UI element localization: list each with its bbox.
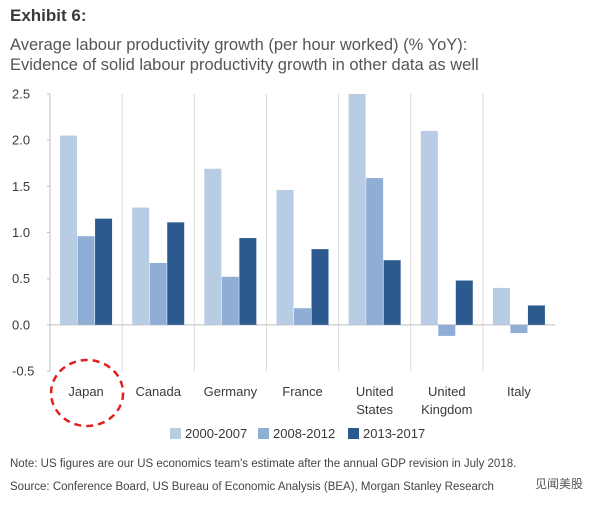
japan-highlight-circle xyxy=(49,358,125,428)
bar xyxy=(276,190,294,325)
bar xyxy=(527,305,545,325)
x-tick-label: United Kingdom xyxy=(421,384,472,417)
bar xyxy=(221,276,239,325)
y-tick-label: 2.0 xyxy=(12,133,30,148)
legend-swatch xyxy=(258,428,269,439)
legend-label: 2008-2012 xyxy=(273,426,335,441)
bar xyxy=(366,178,384,325)
bar xyxy=(239,238,257,325)
legend-swatch xyxy=(170,428,181,439)
y-tick-label: 1.5 xyxy=(12,179,30,194)
bar xyxy=(455,280,473,325)
x-tick-label: Germany xyxy=(204,384,258,399)
x-tick-label: Japan xyxy=(68,384,103,399)
bar xyxy=(294,308,311,325)
subtitle-line-2: Evidence of solid labour productivity gr… xyxy=(10,56,479,74)
x-tick-label: France xyxy=(282,384,322,399)
chart-note: Note: US figures are our US economics te… xyxy=(10,458,517,470)
bar xyxy=(492,287,510,325)
x-tick-label: Italy xyxy=(507,384,531,399)
bar xyxy=(420,130,438,325)
bar xyxy=(348,94,366,325)
bar xyxy=(149,262,167,325)
chart-source: Source: Conference Board, US Bureau of E… xyxy=(10,481,494,493)
legend-swatch xyxy=(348,428,359,439)
y-tick-label: 0.5 xyxy=(12,271,30,286)
y-tick-label: 2.5 xyxy=(12,87,30,102)
watermark: 见闻美股 xyxy=(534,477,583,491)
legend-label: 2000-2007 xyxy=(185,426,247,441)
bar xyxy=(77,236,95,325)
subtitle-line-1: Average labour productivity growth (per … xyxy=(10,36,468,54)
bar xyxy=(132,207,150,325)
y-tick-label: 0.0 xyxy=(12,317,30,332)
bar xyxy=(383,260,401,325)
bar xyxy=(510,324,528,334)
x-tick-label: Canada xyxy=(135,384,181,399)
y-tick-label: 1.0 xyxy=(12,225,30,240)
bar xyxy=(311,249,329,325)
x-tick-label: United States xyxy=(356,384,394,417)
exhibit-label: Exhibit 6: xyxy=(10,6,87,25)
bar-chart: 2.5 2.0 1.5 1.0 0.5 0.0 -0.5 Japan Canada Germany… xyxy=(12,87,555,441)
bar xyxy=(60,135,78,325)
bar xyxy=(95,218,113,325)
bar xyxy=(204,168,222,325)
bar xyxy=(438,324,456,336)
bar xyxy=(167,222,185,325)
chart-subtitle: Average labour productivity growth (per … xyxy=(10,35,595,75)
y-tick-label: -0.5 xyxy=(12,364,34,379)
legend-label: 2013-2017 xyxy=(363,426,425,441)
